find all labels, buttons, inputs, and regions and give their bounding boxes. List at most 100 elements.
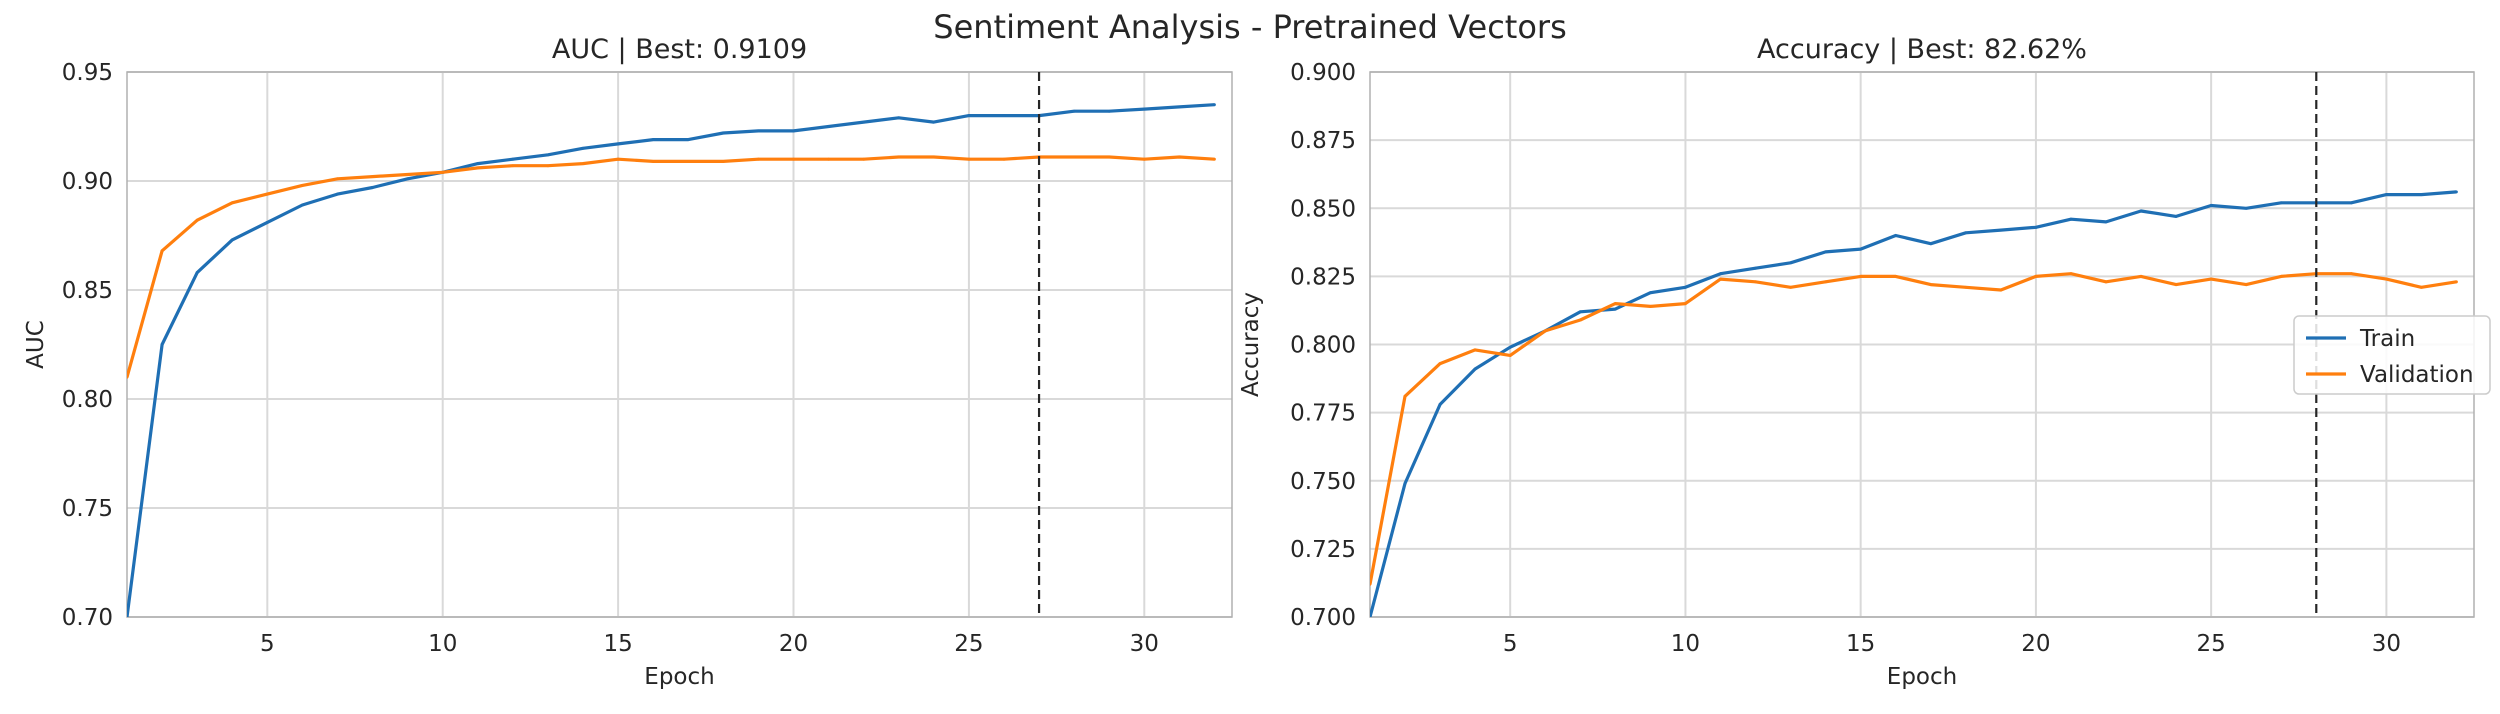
auc-validation-point	[336, 177, 339, 181]
auc-validation-point	[967, 157, 971, 161]
accuracy-train-point	[1508, 345, 1512, 349]
accuracy-train-point	[1370, 615, 1372, 617]
auc-validation-point	[932, 155, 936, 159]
auc-validation-point	[300, 183, 304, 187]
accuracy-train-point	[2069, 217, 2073, 221]
figure-suptitle: Sentiment Analysis - Pretrained Vectors	[933, 8, 1566, 46]
auc-xlabel: Epoch	[644, 664, 714, 690]
accuracy-validation-point	[2069, 272, 2073, 276]
accuracy-xtick-label: 5	[1503, 631, 1518, 657]
accuracy-validation-point	[1578, 318, 1582, 322]
auc-train-point	[967, 114, 971, 117]
auc-train-point	[651, 138, 655, 141]
accuracy-validation-point	[1403, 394, 1407, 398]
auc-train-point	[1177, 105, 1181, 109]
auc-validation-point	[195, 218, 199, 222]
auc-ylabel: AUC	[23, 320, 49, 369]
auc-title: AUC | Best: 0.9109	[552, 34, 807, 65]
accuracy-ytick-label: 0.900	[1290, 60, 1356, 86]
auc-validation-point	[406, 173, 410, 176]
accuracy-train-point	[1473, 367, 1477, 371]
auc-validation-point	[616, 157, 620, 161]
auc-train-point	[932, 120, 936, 124]
accuracy-validation-point	[2139, 274, 2143, 278]
accuracy-validation-point	[2209, 277, 2213, 281]
accuracy-ytick-label: 0.750	[1290, 469, 1356, 495]
auc-train-point	[127, 615, 129, 617]
accuracy-train-point	[2139, 209, 2143, 213]
accuracy-ytick-label: 0.850	[1290, 196, 1356, 222]
auc-train-line	[127, 103, 1215, 617]
accuracy-ytick-label: 0.775	[1290, 401, 1356, 427]
auc-ytick-label: 0.70	[62, 605, 113, 631]
auc-train-point	[336, 192, 339, 196]
auc-validation-point	[1142, 157, 1146, 161]
auc-validation-point	[686, 159, 690, 163]
auc-validation-point	[546, 164, 550, 168]
auc-ytick-label: 0.95	[62, 60, 113, 86]
accuracy-validation-point	[1999, 288, 2003, 292]
auc-validation-point	[371, 175, 374, 179]
accuracy-train-point	[2455, 190, 2458, 194]
accuracy-validation-point	[1964, 285, 1968, 289]
auc-validation-point	[721, 159, 725, 163]
accuracy-ytick-label: 0.800	[1290, 333, 1356, 359]
auc-plot-area	[127, 72, 1232, 617]
accuracy-validation-point	[1370, 582, 1372, 586]
accuracy-train-point	[2174, 215, 2178, 218]
accuracy-validation-point	[2279, 274, 2283, 278]
auc-panel: 5 10 15 20 25 30 0.70 0.75 0.80 0.85 0.90 0.95 Epoch…	[23, 34, 1233, 690]
auc-ytick-label: 0.75	[62, 496, 113, 522]
accuracy-validation-point	[2455, 280, 2458, 284]
auc-validation-point	[897, 155, 901, 159]
auc-train-point	[827, 125, 830, 128]
accuracy-train-point	[1684, 285, 1687, 289]
accuracy-validation-point	[1894, 274, 1898, 278]
auc-train-point	[546, 153, 550, 157]
auc-validation-point	[1107, 155, 1111, 159]
auc-validation-point	[1072, 155, 1076, 159]
auc-train-point	[1107, 109, 1111, 113]
auc-train-point	[406, 177, 410, 181]
auc-train-point	[511, 157, 515, 161]
accuracy-validation-point	[1754, 280, 1757, 284]
accuracy-ytick-label: 0.725	[1290, 537, 1356, 563]
auc-ytick-label: 0.80	[62, 387, 113, 413]
accuracy-ytick-label: 0.875	[1290, 128, 1356, 154]
auc-ytick-label: 0.85	[62, 278, 113, 304]
accuracy-validation-point	[1473, 348, 1477, 352]
accuracy-validation-point	[1859, 274, 1863, 278]
accuracy-train-point	[1438, 403, 1442, 406]
auc-xtick-label: 20	[779, 631, 808, 657]
auc-train-point	[230, 238, 234, 242]
auc-validation-point	[792, 157, 795, 161]
accuracy-xtick-label: 25	[2197, 631, 2226, 657]
auc-validation-point	[230, 201, 234, 205]
auc-validation-point	[757, 157, 760, 161]
accuracy-validation-point	[1824, 280, 1828, 284]
accuracy-train-point	[2384, 193, 2388, 197]
accuracy-xtick-label: 30	[2372, 631, 2401, 657]
accuracy-train-point	[1403, 482, 1407, 485]
accuracy-train-point	[1789, 261, 1792, 265]
accuracy-validation-point	[2420, 285, 2423, 289]
accuracy-panel: 5 10 15 20 25 30 0.700 0.725 0.750 0.775 0.800 0.82…	[1238, 34, 2491, 690]
accuracy-validation-point	[1613, 302, 1617, 306]
accuracy-train-point	[2104, 220, 2108, 224]
accuracy-train-point	[1754, 266, 1757, 270]
accuracy-ytick-label: 0.700	[1290, 605, 1356, 631]
accuracy-xtick-label: 20	[2021, 631, 2050, 657]
auc-xtick-label: 5	[260, 631, 275, 657]
accuracy-xtick-label: 15	[1846, 631, 1875, 657]
auc-train-point	[160, 343, 164, 346]
auc-train-point	[1142, 107, 1146, 111]
accuracy-train-point	[2034, 225, 2038, 229]
auc-train-point	[371, 186, 374, 189]
auc-xtick-label: 25	[954, 631, 983, 657]
auc-train-point	[581, 146, 585, 150]
accuracy-train-point	[1999, 228, 2003, 232]
auc-train-point	[792, 129, 795, 133]
accuracy-validation-point	[1789, 285, 1792, 289]
accuracy-validation-point	[1719, 277, 1722, 281]
auc-train-point	[686, 138, 690, 141]
